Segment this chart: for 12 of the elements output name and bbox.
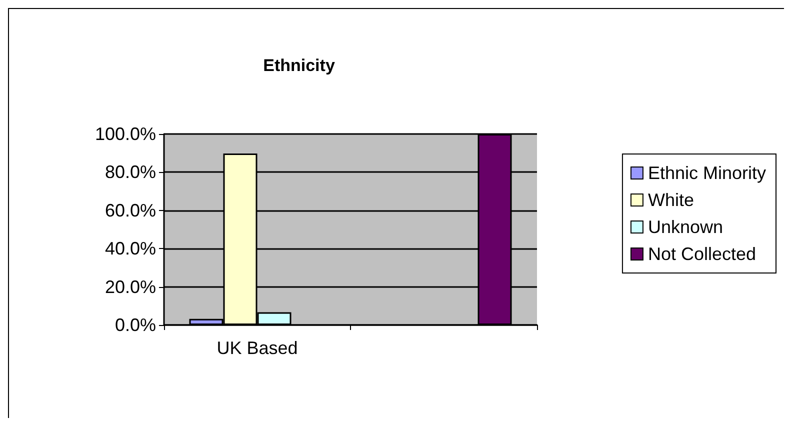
- legend-label: Unknown: [648, 217, 724, 237]
- y-tick-label: 0.0%: [114, 315, 156, 335]
- legend-label: White: [648, 190, 694, 210]
- legend-label: Ethnic Minority: [648, 163, 766, 183]
- x-tick-label: UK Based: [216, 338, 298, 358]
- y-tick-label: 20.0%: [104, 276, 156, 297]
- y-tick-label: 60.0%: [104, 200, 156, 220]
- chart-title: Ethnicity: [263, 56, 336, 75]
- y-tick-label: 40.0%: [104, 238, 156, 259]
- y-tick-label: 100.0%: [94, 124, 156, 144]
- legend-label: Not Collected: [648, 244, 756, 264]
- y-tick-label: 80.0%: [104, 162, 156, 182]
